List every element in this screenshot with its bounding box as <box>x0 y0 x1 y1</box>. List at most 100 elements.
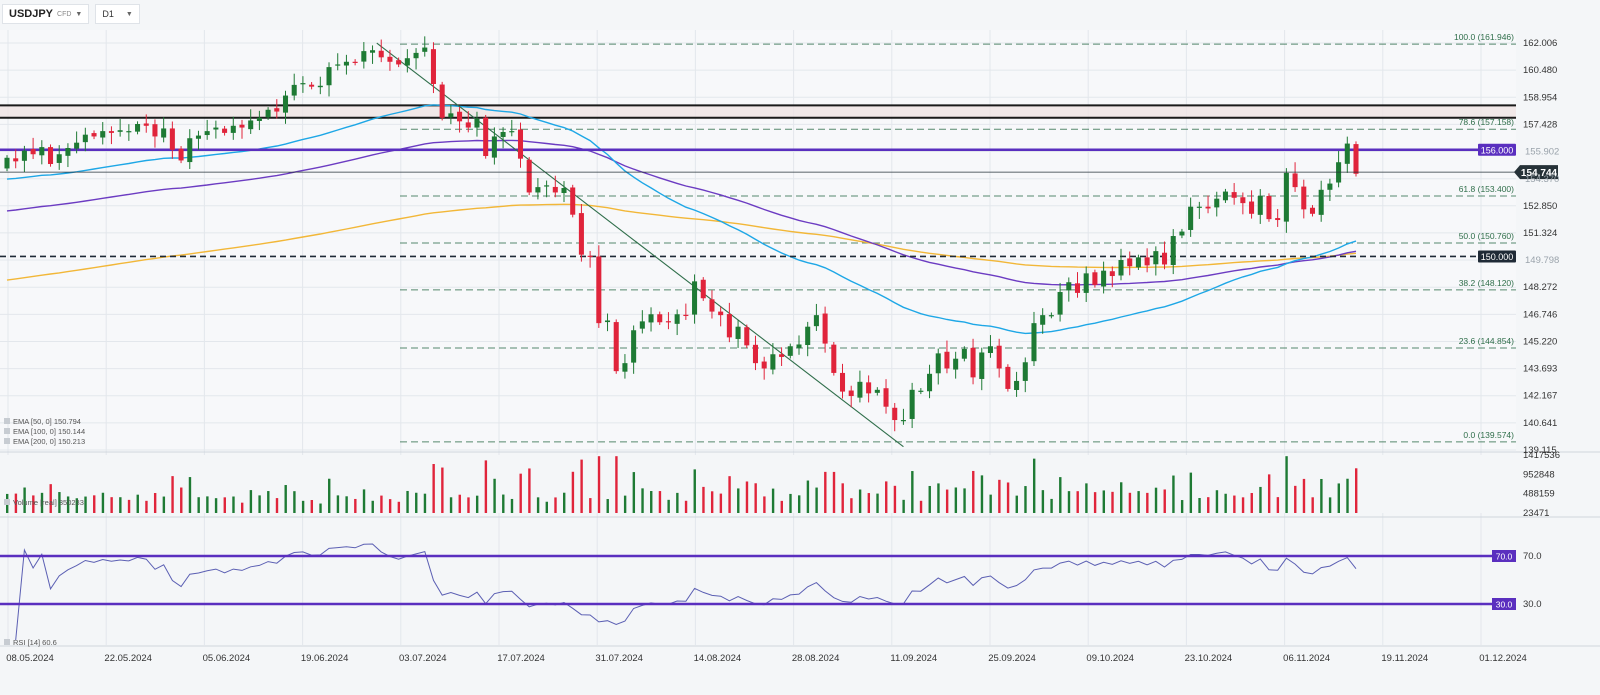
indicator-settings-icon[interactable] <box>4 428 10 434</box>
candle-body[interactable] <box>578 213 584 255</box>
candle-body[interactable] <box>1109 271 1115 277</box>
candle-body[interactable] <box>709 299 715 312</box>
candle-body[interactable] <box>1040 315 1046 325</box>
candle-body[interactable] <box>1031 323 1037 362</box>
candle-body[interactable] <box>352 61 358 63</box>
candle-body[interactable] <box>1022 362 1028 381</box>
candle-body[interactable] <box>779 354 785 357</box>
candle-body[interactable] <box>987 346 993 354</box>
candle-body[interactable] <box>143 123 149 126</box>
candle-body[interactable] <box>500 132 506 137</box>
candle-body[interactable] <box>1214 198 1220 208</box>
candle-body[interactable] <box>1057 292 1063 315</box>
candle-body[interactable] <box>770 354 776 370</box>
candle-body[interactable] <box>47 147 54 165</box>
candle-body[interactable] <box>639 321 645 329</box>
candle-body[interactable] <box>1309 207 1316 214</box>
candle-body[interactable] <box>13 158 19 162</box>
candle-body[interactable] <box>526 159 532 193</box>
candle-body[interactable] <box>1301 186 1307 210</box>
candle-body[interactable] <box>1222 191 1228 201</box>
candle-body[interactable] <box>726 314 732 338</box>
candle-body[interactable] <box>474 118 480 128</box>
candle-body[interactable] <box>813 315 819 327</box>
candle-body[interactable] <box>1318 189 1324 215</box>
candle-body[interactable] <box>718 311 724 316</box>
candle-body[interactable] <box>927 373 933 392</box>
indicator-settings-icon[interactable] <box>4 418 10 424</box>
candle-body[interactable] <box>700 279 706 299</box>
candle-body[interactable] <box>282 95 289 113</box>
candle-body[interactable] <box>918 390 924 392</box>
candle-body[interactable] <box>1205 206 1211 209</box>
candle-body[interactable] <box>413 52 419 59</box>
candle-body[interactable] <box>169 128 175 150</box>
trend-line[interactable] <box>376 42 904 448</box>
candle-body[interactable] <box>822 313 828 344</box>
candle-body[interactable] <box>1066 282 1072 291</box>
candle-body[interactable] <box>1048 315 1054 317</box>
candle-body[interactable] <box>648 314 654 323</box>
candle-body[interactable] <box>21 150 27 161</box>
symbol-selector[interactable]: USDJPY CFD ▼ <box>2 4 90 24</box>
candle-body[interactable] <box>1144 257 1150 266</box>
candle-body[interactable] <box>839 372 846 392</box>
candle-body[interactable] <box>1283 172 1289 222</box>
ema-100-line[interactable] <box>6 139 1357 286</box>
candle-body[interactable] <box>117 130 123 132</box>
candle-body[interactable] <box>274 108 280 112</box>
candle-body[interactable] <box>544 185 550 187</box>
ema-200-line[interactable] <box>6 203 1357 281</box>
candle-body[interactable] <box>622 363 628 372</box>
candle-body[interactable] <box>866 382 872 394</box>
candle-body[interactable] <box>204 131 210 136</box>
candle-body[interactable] <box>552 186 558 193</box>
candle-body[interactable] <box>265 109 271 118</box>
candle-body[interactable] <box>761 361 767 369</box>
candle-body[interactable] <box>91 133 97 137</box>
candle-body[interactable] <box>1257 196 1263 215</box>
candle-body[interactable] <box>874 389 880 393</box>
candle-body[interactable] <box>343 61 349 66</box>
candle-body[interactable] <box>448 113 454 118</box>
candle-body[interactable] <box>1344 143 1350 164</box>
candle-body[interactable] <box>300 83 306 85</box>
candle-body[interactable] <box>1127 258 1133 267</box>
candle-body[interactable] <box>970 347 976 378</box>
candle-body[interactable] <box>674 314 680 324</box>
candle-body[interactable] <box>996 345 1002 369</box>
indicator-settings-icon[interactable] <box>4 438 10 444</box>
candle-body[interactable] <box>596 256 602 324</box>
candle-body[interactable] <box>152 124 158 137</box>
candle-body[interactable] <box>1249 201 1255 214</box>
candle-body[interactable] <box>1240 197 1246 204</box>
candle-body[interactable] <box>1074 283 1081 293</box>
candle-body[interactable] <box>535 187 541 193</box>
candle-body[interactable] <box>944 351 950 369</box>
candle-body[interactable] <box>378 50 384 58</box>
candle-body[interactable] <box>370 50 376 53</box>
candle-body[interactable] <box>683 314 689 316</box>
candle-body[interactable] <box>491 136 497 158</box>
candle-body[interactable] <box>65 148 71 156</box>
candle-body[interactable] <box>213 127 219 130</box>
candle-body[interactable] <box>744 327 750 346</box>
candle-body[interactable] <box>692 281 698 315</box>
candle-body[interactable] <box>230 125 236 133</box>
candle-body[interactable] <box>387 56 393 62</box>
candle-body[interactable] <box>56 154 62 163</box>
candle-body[interactable] <box>735 326 741 339</box>
candle-body[interactable] <box>309 84 315 87</box>
candle-body[interactable] <box>1266 196 1272 220</box>
timeframe-selector[interactable]: D1 ▼ <box>95 4 140 24</box>
candle-body[interactable] <box>195 135 201 139</box>
candle-body[interactable] <box>787 346 793 356</box>
candle-body[interactable] <box>509 131 515 133</box>
candle-body[interactable] <box>831 344 837 373</box>
candle-body[interactable] <box>291 84 297 96</box>
candle-body[interactable] <box>422 47 428 52</box>
candle-body[interactable] <box>108 131 114 133</box>
candle-body[interactable] <box>1101 270 1107 287</box>
candle-body[interactable] <box>900 420 906 422</box>
candle-body[interactable] <box>1231 192 1237 198</box>
